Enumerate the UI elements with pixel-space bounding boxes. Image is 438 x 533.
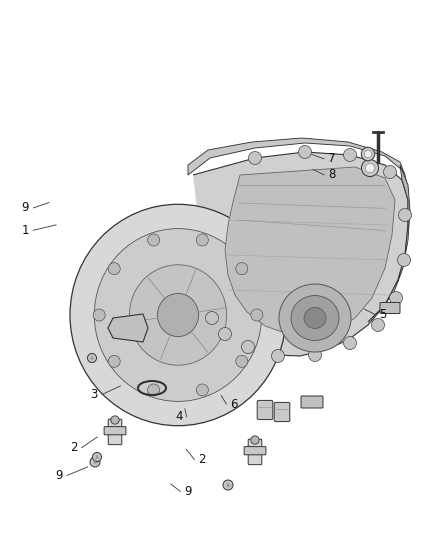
Ellipse shape [361, 147, 375, 161]
Text: 2: 2 [198, 453, 206, 466]
Text: 1: 1 [21, 224, 29, 237]
Circle shape [241, 341, 254, 353]
Circle shape [343, 149, 357, 161]
Polygon shape [188, 138, 408, 190]
Circle shape [308, 349, 321, 361]
Circle shape [219, 327, 232, 341]
Circle shape [343, 336, 357, 350]
Circle shape [93, 309, 105, 321]
Circle shape [251, 436, 259, 444]
Ellipse shape [364, 150, 372, 158]
FancyBboxPatch shape [104, 426, 126, 435]
Ellipse shape [158, 293, 198, 337]
Circle shape [108, 263, 120, 274]
Text: 6: 6 [230, 398, 238, 410]
Circle shape [371, 319, 385, 332]
Circle shape [384, 166, 396, 179]
FancyBboxPatch shape [244, 447, 266, 455]
FancyBboxPatch shape [108, 419, 122, 445]
Ellipse shape [304, 308, 326, 328]
Text: 4: 4 [175, 410, 183, 423]
Ellipse shape [361, 159, 378, 176]
Ellipse shape [94, 229, 261, 401]
Circle shape [148, 234, 159, 246]
Text: 8: 8 [328, 168, 336, 181]
Circle shape [398, 254, 410, 266]
FancyBboxPatch shape [257, 400, 273, 419]
Circle shape [108, 356, 120, 367]
Circle shape [399, 208, 411, 222]
Text: 9: 9 [55, 469, 63, 482]
Circle shape [90, 457, 100, 467]
Circle shape [251, 309, 263, 321]
Circle shape [272, 350, 285, 362]
Ellipse shape [70, 204, 286, 426]
Circle shape [299, 146, 311, 158]
Text: 5: 5 [380, 308, 387, 321]
Circle shape [205, 311, 219, 325]
Circle shape [196, 234, 208, 246]
FancyBboxPatch shape [380, 303, 400, 313]
Circle shape [389, 292, 403, 304]
Ellipse shape [291, 295, 339, 341]
Circle shape [92, 453, 102, 462]
Text: 9: 9 [21, 201, 29, 214]
Text: 2: 2 [70, 441, 78, 454]
Text: 9: 9 [184, 485, 192, 498]
Ellipse shape [129, 265, 226, 365]
Circle shape [196, 384, 208, 396]
Circle shape [223, 480, 233, 490]
Text: 7: 7 [328, 152, 336, 165]
FancyBboxPatch shape [274, 402, 290, 422]
Circle shape [236, 356, 248, 367]
Circle shape [236, 263, 248, 274]
Circle shape [148, 384, 159, 396]
Ellipse shape [365, 163, 375, 173]
Polygon shape [108, 314, 148, 342]
Polygon shape [225, 167, 395, 336]
FancyBboxPatch shape [248, 439, 262, 465]
Ellipse shape [279, 284, 351, 352]
Circle shape [111, 416, 119, 424]
Circle shape [248, 151, 261, 165]
Circle shape [88, 353, 96, 362]
Text: 3: 3 [91, 388, 98, 401]
Polygon shape [368, 165, 410, 322]
FancyBboxPatch shape [301, 396, 323, 408]
Polygon shape [193, 152, 408, 356]
